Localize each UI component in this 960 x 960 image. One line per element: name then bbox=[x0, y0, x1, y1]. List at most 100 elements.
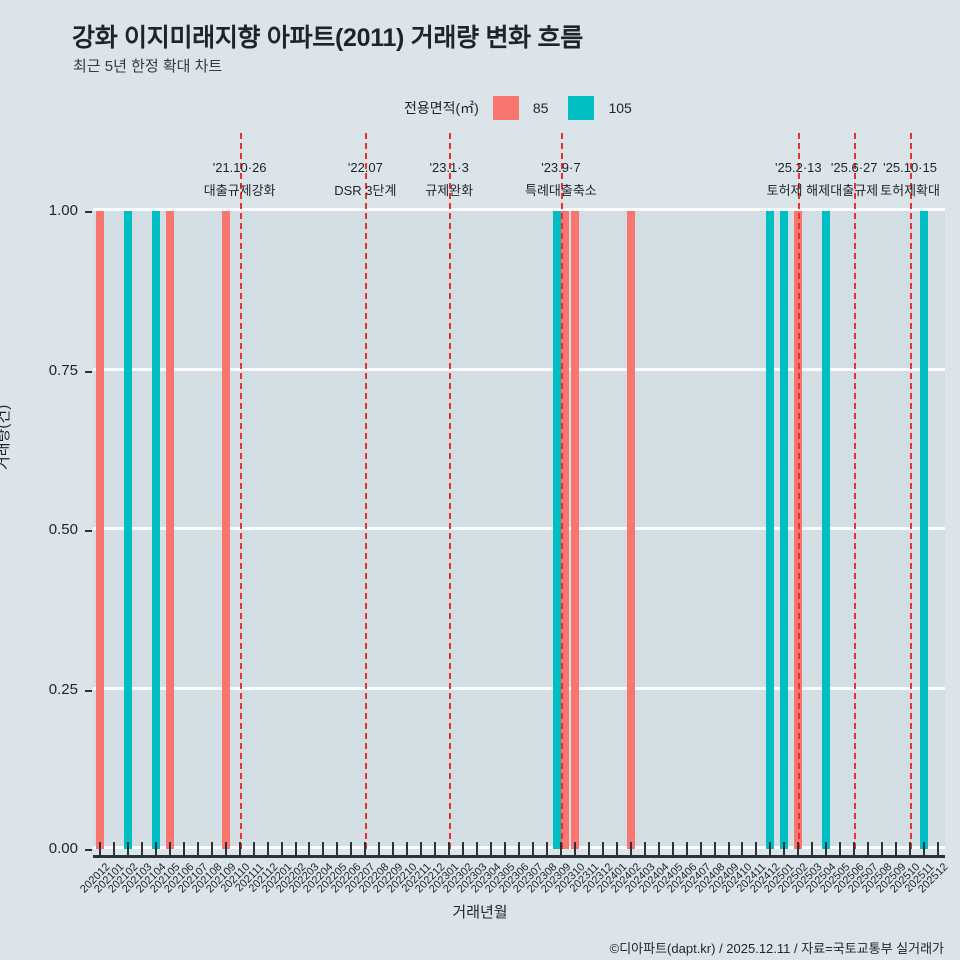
x-tick-mark bbox=[364, 842, 367, 855]
y-tick-mark bbox=[85, 849, 92, 851]
gridline bbox=[93, 686, 945, 690]
x-tick-mark bbox=[392, 842, 395, 855]
annotation-date-202510: '25.10·15 bbox=[883, 160, 937, 175]
bar-202102-105[interactable] bbox=[123, 211, 132, 849]
x-tick-mark bbox=[140, 842, 143, 855]
x-tick-mark bbox=[252, 842, 255, 855]
x-tick-mark bbox=[406, 842, 409, 855]
y-tick-label: 0.50 bbox=[48, 521, 78, 538]
y-tick-mark bbox=[85, 370, 92, 373]
x-tick-mark bbox=[112, 842, 115, 855]
x-tick-mark bbox=[126, 842, 129, 855]
x-tick-mark bbox=[909, 842, 912, 855]
page-subtitle: 최근 5년 한정 확대 차트 bbox=[73, 58, 223, 75]
x-tick-mark bbox=[881, 842, 884, 855]
x-tick-mark bbox=[685, 842, 688, 855]
x-axis-line bbox=[93, 855, 945, 858]
legend-swatch-105 bbox=[568, 96, 595, 120]
bar-202412-105[interactable] bbox=[766, 211, 775, 849]
x-tick-mark bbox=[280, 842, 283, 855]
y-tick-mark bbox=[85, 530, 92, 532]
y-tick-label: 0.25 bbox=[48, 680, 78, 698]
annotation-text-202506: 대출규제 bbox=[830, 183, 879, 198]
x-tick-mark bbox=[378, 842, 381, 855]
annotation-line-202506 bbox=[854, 133, 857, 849]
x-tick-mark bbox=[350, 842, 353, 855]
x-tick-mark bbox=[783, 842, 786, 855]
page-title: 강화 이지미래지향 아파트(2011) 거래량 변화 흐름 bbox=[72, 24, 583, 52]
bar-202012-85[interactable] bbox=[95, 211, 104, 849]
x-tick-mark bbox=[182, 842, 185, 855]
legend-item-105[interactable]: 105 bbox=[568, 96, 651, 120]
bar-202402-85[interactable] bbox=[626, 211, 635, 849]
annotation-date-202207: '22.07 bbox=[347, 160, 383, 175]
x-tick-mark bbox=[266, 842, 269, 855]
bar-202501-105[interactable] bbox=[780, 211, 789, 849]
x-tick-mark bbox=[98, 842, 101, 855]
x-tick-mark bbox=[797, 842, 800, 855]
y-tick-label: 0.75 bbox=[48, 361, 78, 379]
y-tick-label: 0.00 bbox=[48, 840, 78, 857]
gridline bbox=[93, 527, 945, 530]
x-tick-mark bbox=[448, 842, 451, 855]
x-tick-mark bbox=[937, 842, 940, 855]
x-tick-mark bbox=[615, 842, 618, 855]
x-tick-mark bbox=[322, 842, 325, 855]
annotation-text-202110: 대출규제강화 bbox=[203, 183, 276, 198]
x-tick-mark bbox=[853, 842, 856, 855]
x-tick-mark bbox=[224, 842, 227, 855]
x-tick-mark bbox=[559, 842, 562, 855]
x-tick-mark bbox=[923, 842, 926, 855]
x-tick-mark bbox=[699, 842, 702, 855]
x-axis-title: 거래년월 bbox=[452, 904, 508, 921]
annotation-text-202207: DSR 3단계 bbox=[334, 183, 397, 198]
x-tick-mark bbox=[545, 842, 548, 855]
legend-swatch-85 bbox=[492, 96, 519, 120]
legend-item-85[interactable]: 85 bbox=[492, 96, 569, 120]
x-tick-mark bbox=[741, 842, 744, 855]
annotation-line-202207 bbox=[365, 133, 368, 849]
x-tick-mark bbox=[657, 842, 660, 855]
x-tick-mark bbox=[238, 842, 241, 855]
x-tick-mark bbox=[573, 842, 576, 855]
bar-202104-105[interactable] bbox=[151, 211, 160, 849]
x-tick-mark bbox=[518, 842, 520, 855]
x-tick-mark bbox=[434, 842, 437, 855]
annotation-date-202506: '25.6·27 bbox=[830, 160, 878, 175]
y-tick-label: 1.00 bbox=[48, 202, 78, 219]
x-tick-mark bbox=[462, 842, 465, 855]
annotation-line-202309 bbox=[560, 133, 563, 849]
x-tick-mark bbox=[755, 842, 758, 855]
bar-202309-85[interactable] bbox=[560, 211, 569, 849]
bar-202309-105[interactable] bbox=[552, 211, 561, 849]
x-tick-mark bbox=[504, 842, 507, 855]
x-tick-mark bbox=[629, 842, 632, 855]
bar-202105-85[interactable] bbox=[165, 211, 174, 849]
x-tick-mark bbox=[839, 842, 842, 855]
x-tick-mark bbox=[713, 842, 716, 855]
annotation-line-202301 bbox=[449, 133, 452, 849]
x-tick-mark bbox=[895, 842, 898, 855]
x-tick-mark bbox=[867, 842, 870, 855]
y-tick-mark bbox=[85, 689, 92, 692]
bar-202504-105[interactable] bbox=[822, 211, 831, 849]
annotation-line-202510 bbox=[910, 133, 913, 849]
x-tick-mark bbox=[769, 842, 772, 855]
bar-202310-85[interactable] bbox=[570, 211, 579, 849]
annotation-text-202510: 토허제확대 bbox=[880, 183, 940, 198]
x-tick-mark bbox=[336, 842, 339, 855]
annotation-date-202301: '23.1·3 bbox=[429, 160, 469, 175]
plot-area bbox=[93, 133, 945, 849]
x-tick-mark bbox=[811, 842, 814, 855]
annotation-text-202309: 특례대출축소 bbox=[525, 183, 597, 198]
annotation-line-202502 bbox=[798, 133, 801, 849]
annotation-text-202301: 규제완화 bbox=[425, 183, 474, 198]
gridline bbox=[93, 208, 945, 211]
bar-202109-85[interactable] bbox=[221, 211, 230, 849]
annotation-date-202502: '25.2·13 bbox=[775, 160, 822, 175]
x-tick-mark bbox=[154, 842, 157, 855]
gridline bbox=[93, 367, 945, 371]
x-tick-mark bbox=[294, 842, 297, 855]
bar-202511-105[interactable] bbox=[920, 211, 929, 849]
